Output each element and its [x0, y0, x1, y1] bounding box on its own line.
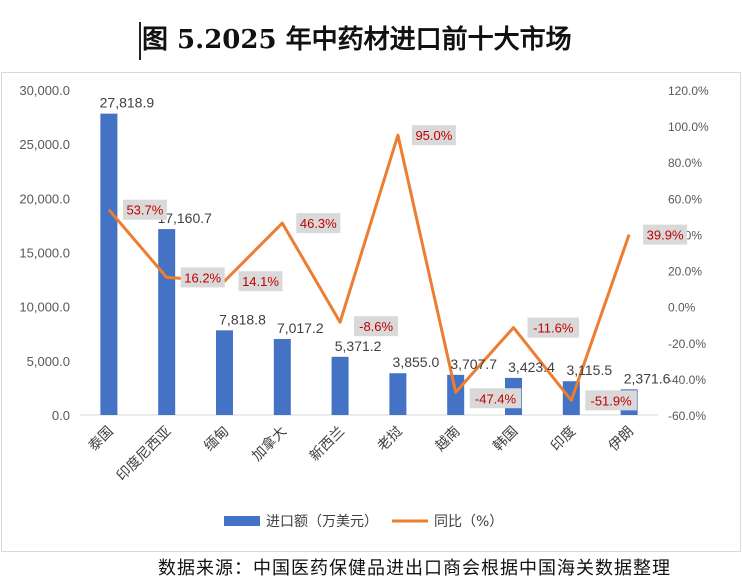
bar-value-label: 3,707.7	[450, 356, 497, 372]
bar-value-label: 27,818.9	[100, 95, 155, 111]
x-category-label: 印度	[548, 424, 579, 455]
y-left-tick-label: 15,000.0	[19, 246, 70, 261]
x-category-label: 韩国	[490, 424, 521, 455]
y-left-tick-label: 5,000.0	[27, 354, 70, 369]
bar	[158, 229, 176, 415]
x-category-label: 印度尼西亚	[114, 424, 175, 485]
bar-value-label: 3,423.4	[508, 359, 555, 375]
line-label-bg	[411, 125, 456, 146]
bar-value-label: 2,371.6	[624, 370, 671, 386]
bar-value-label: 3,115.5	[566, 362, 612, 378]
line-label-bg	[585, 390, 637, 411]
bar-value-label: 3,855.0	[393, 354, 440, 370]
line-value-label: -51.9%	[590, 393, 632, 408]
line-value-label: -11.6%	[533, 321, 574, 336]
y-left-tick-label: 30,000.0	[19, 83, 70, 98]
bar	[273, 338, 291, 415]
line-value-label: -47.4%	[475, 391, 517, 406]
x-category-label: 缅甸	[201, 424, 232, 455]
y-right-tick-label: 20.0%	[668, 265, 702, 279]
bar-value-label: 7,818.8	[219, 311, 266, 327]
y-left-tick-label: 25,000.0	[19, 137, 70, 152]
x-category-label: 加拿大	[248, 423, 290, 465]
y-right-tick-label: -60.0%	[668, 409, 706, 423]
line-label-bg	[180, 267, 225, 288]
line-value-label: 16.2%	[184, 270, 221, 285]
chart-frame	[1, 72, 741, 552]
line-value-label: 53.7%	[126, 203, 163, 218]
bar	[100, 113, 118, 415]
y-left-tick-label: 20,000.0	[19, 191, 70, 206]
line-value-label: 46.3%	[300, 216, 337, 231]
bar-value-label: 7,017.2	[277, 320, 324, 336]
x-category-label: 越南	[432, 424, 463, 455]
line-value-label: 95.0%	[415, 128, 452, 143]
legend-bar-label: 进口额（万美元）	[266, 514, 378, 530]
title-cursor-bar	[139, 22, 141, 60]
line-value-label: -8.6%	[359, 319, 393, 334]
chart-title: 图 5.2025 年中药材进口前十大市场	[142, 25, 572, 55]
x-category-label: 泰国	[86, 424, 117, 455]
bar	[389, 373, 407, 415]
legend-bar-swatch	[224, 516, 260, 526]
y-left-tick-label: 0.0	[52, 408, 70, 423]
y-right-tick-label: 100.0%	[668, 120, 709, 134]
bar	[216, 330, 233, 415]
line-value-label: 39.9%	[647, 228, 684, 243]
bar	[447, 374, 465, 415]
line-label-bg	[238, 271, 283, 292]
bar-value-label: 5,371.2	[335, 338, 382, 354]
y-left-tick-label: 10,000.0	[19, 300, 70, 315]
x-category-label: 伊朗	[606, 424, 637, 455]
line-value-label: 14.1%	[242, 274, 279, 289]
line-label-bg	[296, 213, 341, 234]
line-label-bg	[643, 224, 688, 245]
y-right-tick-label: -20.0%	[668, 337, 706, 351]
x-category-label: 老挝	[375, 424, 406, 455]
legend-line-label: 同比（%）	[434, 514, 503, 530]
line-label-bg	[469, 388, 522, 409]
y-right-tick-label: 120.0%	[668, 84, 709, 98]
bar	[331, 356, 349, 415]
y-right-tick-label: 60.0%	[668, 192, 702, 206]
data-source-note: 数据来源：中国医药保健品进出口商会根据中国海关数据整理	[158, 558, 671, 579]
y-right-tick-label: 0.0%	[668, 301, 696, 315]
line-label-bg	[122, 199, 167, 220]
bar-value-label: 17,160.7	[157, 210, 212, 226]
x-category-label: 新西兰	[307, 424, 348, 465]
y-right-tick-label: 80.0%	[668, 156, 702, 170]
y-right-tick-label: -40.0%	[668, 373, 706, 387]
line-label-bg	[527, 317, 580, 338]
line-label-bg	[354, 316, 399, 337]
